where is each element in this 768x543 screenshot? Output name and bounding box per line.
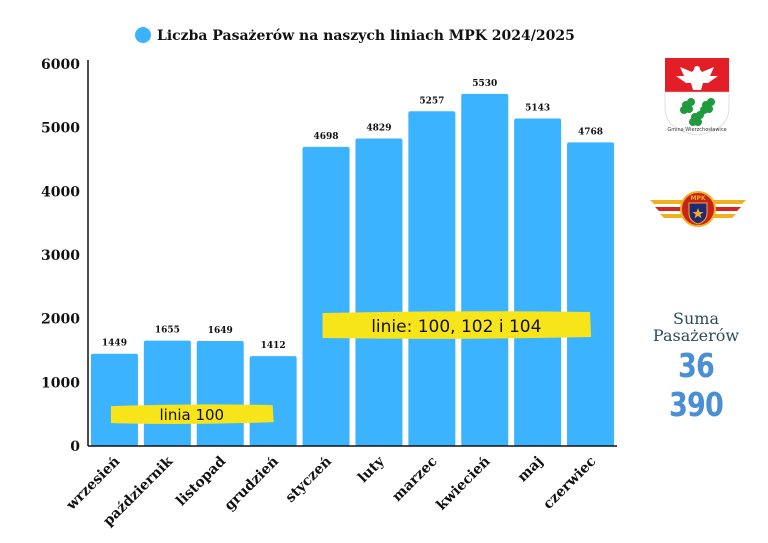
star-icon (692, 208, 704, 219)
value-label-9: 4768 (578, 127, 603, 137)
bar-6 (408, 111, 456, 447)
value-label-7: 5530 (472, 79, 497, 89)
legend-swatch (135, 27, 151, 43)
value-label-8: 5143 (525, 104, 550, 114)
value-label-4: 4698 (314, 132, 339, 142)
y-tick-label: 4000 (41, 184, 80, 200)
wings-icon (650, 200, 746, 218)
y-tick-label: 2000 (41, 312, 80, 328)
mpk-winged-logo: MPK (650, 191, 746, 227)
x-tick-label-3: grudzień (222, 454, 282, 514)
x-tick-label-4: styczeń (283, 454, 335, 506)
bar-9 (567, 142, 615, 447)
x-tick-label-6: marzec (389, 454, 440, 505)
x-tick-label-9: czerwiec (540, 454, 599, 513)
crest-caption: Gmina Wierzchosławice (667, 127, 727, 133)
clover-icon (680, 98, 715, 126)
mpk-logo-text: MPK (690, 195, 705, 202)
annotation-highlight-1 (322, 311, 592, 339)
annotation-text-1: linie: 100, 102 i 104 (371, 317, 541, 337)
x-tick-label-8: maj (515, 454, 547, 486)
x-tick-label-2: listopad (173, 453, 229, 509)
bar-4 (302, 146, 350, 447)
y-tick-label: 5000 (41, 121, 80, 137)
bar-0 (90, 353, 138, 446)
gmina-crest-logo (664, 58, 730, 136)
x-tick-label-7: kwiecień (434, 454, 494, 514)
bar-3 (249, 356, 297, 446)
value-label-3: 1412 (261, 341, 286, 351)
y-tick-label: 6000 (41, 57, 80, 73)
value-label-0: 1449 (102, 339, 127, 349)
y-tick-label: 3000 (41, 248, 80, 264)
value-label-1: 1655 (155, 326, 180, 336)
bar-7 (461, 93, 509, 446)
annotation-highlight-0 (110, 404, 274, 424)
chart-title: Liczba Pasażerów na naszych liniach MPK … (157, 28, 575, 44)
eagle-icon (676, 66, 718, 90)
bar-2 (196, 341, 244, 446)
bar-series (90, 93, 615, 447)
value-labels: 1449 1655 1649 1412 4698 4829 5257 5530 5143 4768 (102, 79, 603, 351)
annotations: linia 100 linie: 100, 102 i 104 (110, 311, 592, 424)
annotation-text-0: linia 100 (159, 406, 224, 424)
sum-label: Suma Pasażerów (652, 309, 740, 345)
value-label-6: 5257 (419, 96, 444, 106)
bar-1 (143, 340, 191, 446)
bar-8 (514, 118, 562, 447)
value-label-2: 1649 (208, 326, 233, 336)
y-axis: 0 1000 2000 3000 4000 5000 6000 (41, 57, 89, 455)
y-tick-label: 0 (70, 439, 80, 455)
sum-value: 36 390 (668, 346, 724, 424)
y-tick-label: 1000 (41, 375, 80, 391)
bar-5 (355, 138, 403, 447)
x-tick-label-5: luty (355, 453, 388, 486)
chart-legend: Liczba Pasażerów na naszych liniach MPK … (135, 27, 575, 44)
value-label-5: 4829 (366, 124, 391, 134)
